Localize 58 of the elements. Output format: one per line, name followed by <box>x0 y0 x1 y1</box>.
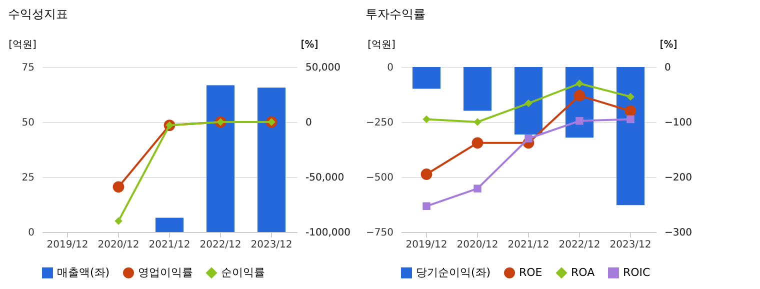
point <box>112 181 124 193</box>
bar <box>258 88 286 232</box>
y-tick-label: −750 <box>366 228 394 238</box>
y2-tick-label: -50,000 <box>306 172 344 184</box>
x-tick-label: 2021/12 <box>148 240 190 250</box>
x-tick-label: 2021/12 <box>508 240 550 250</box>
x-tick-label: 2023/12 <box>250 240 292 250</box>
y2-tick-label: -100,000 <box>306 228 350 238</box>
y2-tick-label: −100 <box>664 118 692 128</box>
x-tick-label: 2019/12 <box>46 240 88 250</box>
point <box>524 134 532 142</box>
y-tick-label: 0 <box>387 62 394 74</box>
y-tick-label: 75 <box>22 62 34 74</box>
y-tick-label: −500 <box>366 172 394 184</box>
point <box>624 105 636 117</box>
point <box>576 80 584 88</box>
point <box>524 99 532 108</box>
x-tick-label: 2023/12 <box>610 240 652 250</box>
y2-tick-label: 0 <box>664 62 671 74</box>
legend-label: ROE <box>519 266 542 279</box>
point <box>474 184 482 192</box>
point <box>626 92 634 101</box>
y-tick-label: 25 <box>22 172 34 184</box>
y2-tick-label: 50,000 <box>306 62 340 74</box>
chart-title: 수익성지표 <box>8 7 68 21</box>
point <box>472 137 484 149</box>
y2-axis-title: [%] <box>660 40 678 50</box>
legend-label: ROIC <box>623 266 651 279</box>
point <box>574 90 586 102</box>
legend-label: 매출액(좌) <box>57 266 110 279</box>
x-tick-label: 2022/12 <box>200 240 242 250</box>
legend-label: ROA <box>571 266 596 279</box>
x-tick-label: 2019/12 <box>406 240 448 250</box>
chart-title: 투자수익률 <box>366 7 426 21</box>
point <box>474 118 482 126</box>
point <box>422 115 430 124</box>
y2-axis-title: [%] <box>300 40 318 50</box>
bar <box>206 85 234 232</box>
y-axis-title: [억원] <box>368 40 396 50</box>
y2-tick-label: 0 <box>306 118 312 128</box>
y-tick-label: 0 <box>28 228 34 238</box>
point <box>576 117 584 125</box>
x-tick-label: 2020/12 <box>456 240 498 250</box>
x-tick-label: 2022/12 <box>558 240 600 250</box>
y2-tick-label: −300 <box>664 228 692 238</box>
x-tick-label: 2020/12 <box>98 240 140 250</box>
bar <box>156 218 184 232</box>
y-axis-title: [억원] <box>8 40 36 50</box>
y-tick-label: −250 <box>366 118 394 128</box>
point <box>420 168 432 180</box>
point <box>422 202 430 210</box>
point <box>626 115 634 124</box>
legend-label: 순이익률 <box>221 266 265 279</box>
point <box>114 217 122 225</box>
y2-tick-label: −200 <box>664 172 692 184</box>
legend-label: 영업이익률 <box>138 266 193 279</box>
y-tick-label: 50 <box>22 118 34 128</box>
legend-label: 당기순이익(좌) <box>416 266 491 279</box>
